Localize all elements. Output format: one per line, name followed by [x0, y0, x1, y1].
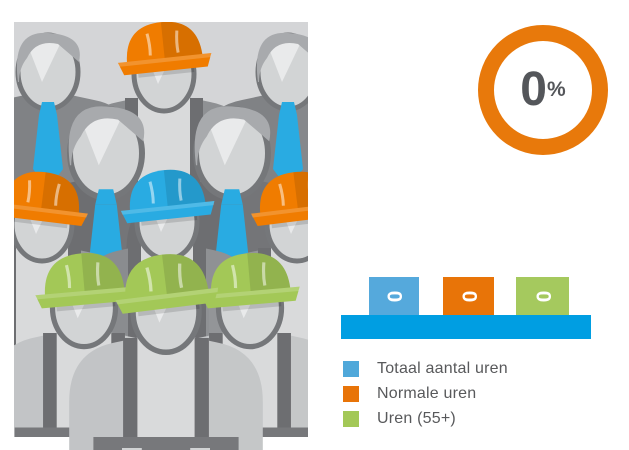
legend-item-hours-55plus: Uren (55+)	[343, 410, 508, 427]
chart-legend: Totaal aantal uren Normale uren Uren (55…	[343, 360, 508, 436]
percentage-donut-gauge: 0%	[478, 25, 608, 155]
donut-percent-sign: %	[547, 78, 566, 101]
workers-illustration	[14, 22, 308, 450]
bar-hours-55plus: 0	[516, 277, 569, 315]
donut-value: 0	[520, 63, 547, 116]
bar-total-hours-value: 0	[382, 290, 406, 302]
legend-label: Normale uren	[377, 385, 477, 402]
bar-chart-baseline	[341, 315, 591, 339]
legend-swatch-blue	[343, 361, 359, 377]
legend-item-total-hours: Totaal aantal uren	[343, 360, 508, 377]
bar-total-hours: 0	[369, 277, 419, 315]
legend-swatch-green	[343, 411, 359, 427]
legend-swatch-orange	[343, 386, 359, 402]
bar-hours-55plus-value: 0	[531, 290, 554, 302]
legend-label: Totaal aantal uren	[377, 360, 508, 377]
legend-item-normal-hours: Normale uren	[343, 385, 508, 402]
legend-label: Uren (55+)	[377, 410, 456, 427]
bar-normal-hours: 0	[443, 277, 494, 315]
bar-normal-hours-value: 0	[457, 290, 480, 302]
